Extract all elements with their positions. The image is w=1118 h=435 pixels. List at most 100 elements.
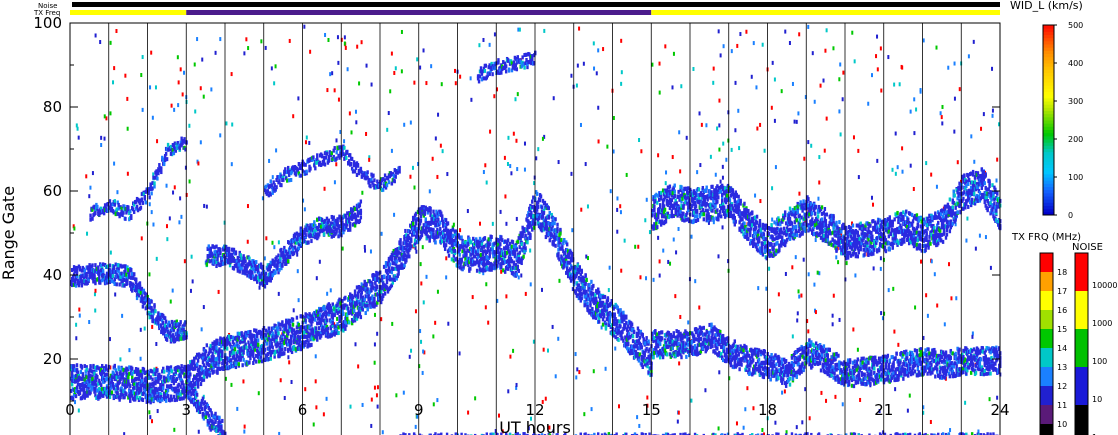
echo-point	[490, 235, 493, 240]
scatter-point	[664, 181, 667, 186]
scatter-point	[505, 221, 508, 226]
echo-point	[490, 267, 493, 272]
scatter-point	[349, 404, 352, 409]
echo-point	[89, 373, 92, 378]
scatter-point	[270, 66, 273, 71]
echo-point	[354, 314, 358, 319]
scatter-point	[331, 71, 334, 76]
echo-point	[237, 355, 240, 360]
scatter-point	[264, 45, 267, 50]
echo-point	[108, 394, 112, 399]
echo-point	[240, 346, 243, 351]
scatter-point	[730, 49, 733, 54]
echo-point	[649, 354, 652, 359]
echo-point	[488, 249, 491, 254]
echo-point	[325, 318, 329, 323]
echo-point	[472, 251, 475, 256]
echo-point	[87, 377, 90, 382]
echo-point	[450, 249, 454, 254]
echo-point	[524, 233, 527, 238]
scatter-point	[840, 233, 843, 238]
scatter-point	[413, 185, 416, 190]
echo-point	[646, 359, 649, 364]
scatter-point	[800, 293, 803, 298]
echo-point	[181, 380, 184, 385]
echo-point	[559, 227, 562, 232]
echo-point	[396, 246, 399, 251]
scatter-point	[88, 194, 91, 199]
scatter-point	[906, 408, 909, 413]
scatter-point	[761, 427, 764, 432]
echo-point	[269, 352, 272, 357]
echo-point	[475, 257, 479, 262]
echo-point	[331, 323, 334, 328]
echo-point	[586, 301, 589, 306]
echo-point	[346, 313, 349, 318]
echo-point	[135, 371, 139, 376]
echo-point	[431, 214, 434, 219]
echo-point	[628, 332, 631, 337]
echo-point	[148, 303, 151, 308]
echo-point	[134, 391, 138, 396]
echo-point	[180, 332, 183, 337]
scatter-point	[557, 160, 560, 165]
echo-point	[70, 370, 74, 375]
scatter-point	[943, 322, 946, 327]
echo-point	[122, 367, 125, 372]
echo-point	[444, 226, 448, 231]
echo-point	[256, 338, 260, 343]
scatter-point	[841, 402, 844, 407]
echo-point	[149, 400, 152, 405]
scatter-point	[838, 317, 841, 322]
scatter-point	[230, 72, 233, 77]
scatter-point	[109, 365, 112, 370]
echo-point	[540, 209, 544, 214]
scatter-point	[941, 121, 944, 126]
echo-point	[548, 238, 551, 243]
scatter-point	[803, 156, 806, 161]
echo-point	[141, 398, 145, 403]
echo-point	[529, 207, 532, 212]
scatter-point	[662, 248, 665, 253]
echo-point	[437, 217, 440, 222]
scatter-point	[771, 186, 774, 191]
echo-point	[446, 221, 450, 226]
scatter-point	[326, 291, 329, 296]
scatter-point	[818, 180, 821, 185]
echo-point	[626, 346, 629, 351]
echo-point	[101, 363, 104, 368]
echo-point	[241, 363, 244, 368]
echo-point	[385, 280, 389, 285]
echo-point	[597, 313, 600, 318]
scatter-point	[785, 430, 788, 435]
echo-point	[71, 367, 75, 372]
echo-point	[561, 243, 564, 248]
scatter-point	[242, 379, 245, 384]
scatter-point	[322, 412, 325, 417]
scatter-point	[453, 232, 456, 237]
scatter-point	[124, 73, 127, 78]
echo-point	[183, 322, 186, 327]
echo-point	[578, 265, 581, 270]
echo-point	[343, 305, 346, 310]
echo-point	[506, 246, 510, 251]
echo-point	[312, 333, 315, 338]
scatter-point	[183, 391, 186, 396]
scatter-point	[784, 271, 787, 276]
scatter-point	[619, 210, 622, 215]
scatter-point	[171, 152, 174, 157]
echo-point	[216, 370, 219, 375]
scatter-point	[612, 116, 615, 121]
scatter-point	[103, 114, 106, 119]
echo-point	[267, 336, 271, 341]
scatter-point	[100, 135, 103, 140]
echo-point	[249, 356, 252, 361]
echo-point	[416, 239, 420, 244]
echo-point	[94, 365, 97, 370]
scatter-point	[671, 155, 674, 160]
echo-point	[139, 369, 143, 374]
echo-point	[454, 236, 457, 241]
scatter-point	[763, 432, 766, 435]
scatter-point	[669, 261, 672, 266]
scatter-point	[524, 291, 527, 296]
